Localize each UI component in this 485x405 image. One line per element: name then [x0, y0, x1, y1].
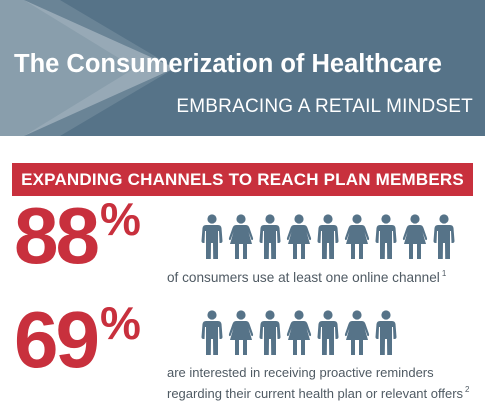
man-icon [201, 310, 223, 355]
woman-icon [402, 214, 428, 259]
stat-description-line: of consumers use at least one online cha… [167, 270, 440, 285]
woman-icon [344, 310, 370, 355]
woman-icon [228, 214, 254, 259]
man-icon [375, 214, 397, 259]
man-icon [201, 214, 223, 259]
man-icon [375, 310, 397, 355]
stat-value: 69 [14, 295, 100, 384]
stat-value: 88 [14, 191, 100, 280]
page-title: The Consumerization of Healthcare [14, 50, 442, 78]
stat-88-percent: 88% [14, 196, 141, 276]
man-icon [433, 214, 455, 259]
footnote-marker: 2 [465, 385, 470, 394]
man-icon [259, 310, 281, 355]
stat-description-line: are interested in receiving proactive re… [167, 365, 434, 380]
section-heading: EXPANDING CHANNELS TO REACH PLAN MEMBERS [12, 163, 473, 196]
stat-description: are interested in receiving proactive re… [167, 364, 470, 402]
percent-sign: % [99, 297, 141, 349]
man-icon [317, 214, 339, 259]
percent-sign: % [99, 193, 141, 245]
header-banner: The Consumerization of Healthcare EMBRAC… [0, 0, 485, 136]
footnote-marker: 1 [441, 269, 447, 278]
page-subtitle: EMBRACING A RETAIL MINDSET [176, 96, 473, 117]
woman-icon [286, 310, 312, 355]
man-icon [259, 214, 281, 259]
stat-description-line: regarding their current health plan or r… [167, 386, 464, 401]
man-icon [317, 310, 339, 355]
woman-icon [286, 214, 312, 259]
stat-69-percent: 69% [14, 300, 141, 380]
people-icons-row [199, 310, 399, 356]
woman-icon [228, 310, 254, 355]
people-icons-row [199, 214, 457, 260]
woman-icon [344, 214, 370, 259]
stat-description: of consumers use at least one online cha… [167, 265, 446, 286]
chevron-arrow-graphic [0, 0, 175, 136]
